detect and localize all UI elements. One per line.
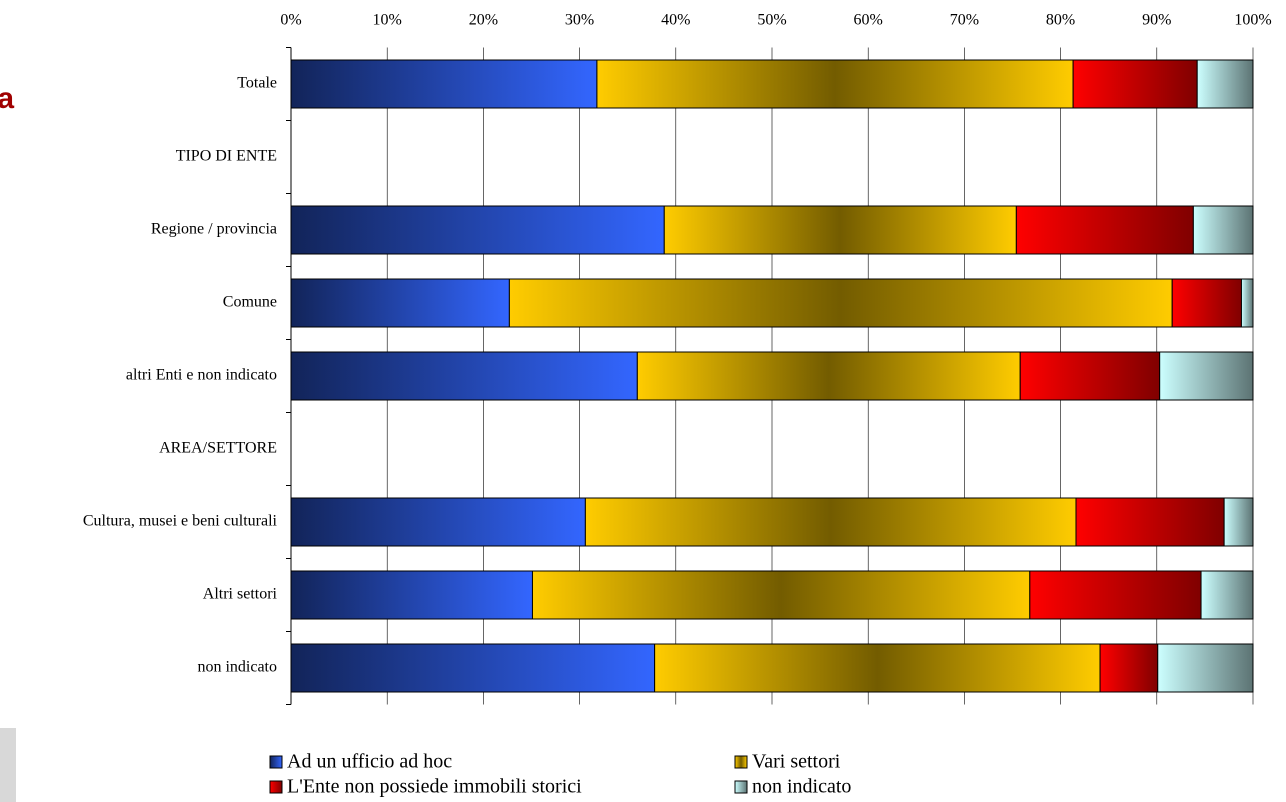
y-tick-label: Altri settori — [203, 586, 278, 603]
chart-title: a — [0, 82, 14, 115]
bar-segment — [290, 205, 665, 255]
bar-segment — [1019, 351, 1161, 401]
bar-segment — [1075, 497, 1225, 547]
bar-segment — [654, 643, 1101, 693]
legend-label: Ad un ufficio ad hoc — [287, 751, 452, 773]
bar-segment — [290, 278, 510, 328]
bar-segment — [1200, 570, 1254, 620]
bar-segment — [584, 497, 1077, 547]
bar-segment — [290, 497, 586, 547]
bar-segment — [1072, 59, 1198, 109]
x-tick-label: 80% — [1046, 12, 1075, 29]
x-tick-label: 10% — [373, 12, 402, 29]
legend-label: non indicato — [752, 776, 851, 798]
legend-label: L'Ente non possiede immobili storici — [287, 776, 582, 798]
legend-label: Vari settori — [752, 751, 841, 773]
y-tick-label: Cultura, musei e beni culturali — [83, 513, 278, 530]
x-tick-label: 30% — [565, 12, 594, 29]
x-tick-label: 50% — [757, 12, 786, 29]
bar-segment — [290, 351, 638, 401]
y-tick-label: Comune — [223, 294, 277, 311]
y-tick-label: altri Enti e non indicato — [126, 367, 277, 384]
bar-segment — [1157, 643, 1254, 693]
x-tick-label: 70% — [950, 12, 979, 29]
bar-segment — [1196, 59, 1254, 109]
bar-segment — [1099, 643, 1159, 693]
bar-segment — [636, 351, 1021, 401]
bar-segment — [1223, 497, 1254, 547]
y-tick-label: AREA/SETTORE — [159, 440, 277, 457]
x-tick-label: 60% — [854, 12, 883, 29]
bar-segment — [290, 643, 656, 693]
x-tick-label: 40% — [661, 12, 690, 29]
bar-segment — [290, 570, 533, 620]
bar-segment — [1192, 205, 1254, 255]
bar-segment — [290, 59, 598, 109]
y-tick-label: non indicato — [197, 659, 277, 676]
bar-segment — [531, 570, 1031, 620]
bar-segment — [1015, 205, 1194, 255]
x-tick-label: 90% — [1142, 12, 1171, 29]
legend-swatch — [269, 755, 283, 769]
bar-segment — [1159, 351, 1254, 401]
bar-segment — [596, 59, 1074, 109]
x-tick-label: 100% — [1234, 12, 1271, 29]
legend-swatch — [734, 780, 748, 794]
bar-segment — [1029, 570, 1202, 620]
bar-segment — [1171, 278, 1242, 328]
legend-swatch — [269, 780, 283, 794]
x-tick-label: 20% — [469, 12, 498, 29]
bar-segment — [1240, 278, 1254, 328]
y-tick-label: Regione / provincia — [151, 221, 277, 238]
legend-swatch — [734, 755, 748, 769]
bar-segment — [663, 205, 1017, 255]
y-tick-label: TIPO DI ENTE — [176, 148, 277, 165]
y-tick-label: Totale — [237, 75, 277, 92]
x-tick-label: 0% — [280, 12, 301, 29]
bar-segment — [508, 278, 1173, 328]
cropped-image — [0, 728, 16, 802]
